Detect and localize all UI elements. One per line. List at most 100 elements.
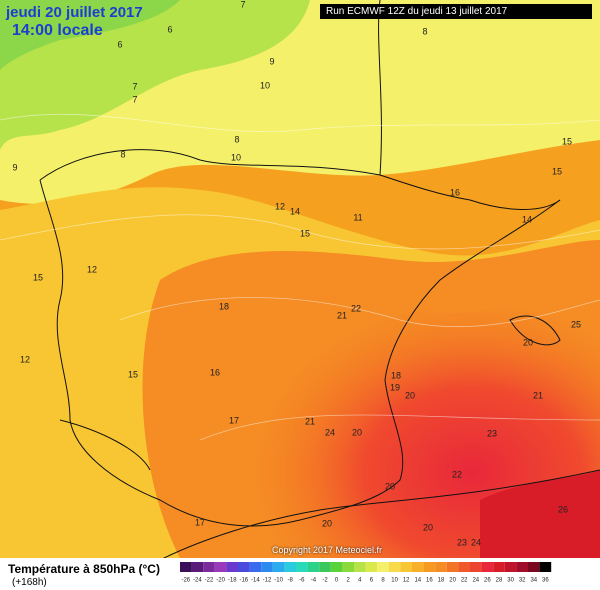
scale-label: 10 [391, 578, 398, 584]
contour-label: 8 [120, 149, 125, 159]
contour-label: 17 [229, 415, 239, 425]
contour-label: 11 [353, 212, 362, 222]
contour-label: 15 [562, 136, 572, 146]
scale-label: -26 [181, 578, 190, 584]
scale-label: 22 [461, 578, 468, 584]
scale-swatch [180, 562, 192, 572]
scale-swatch [354, 562, 366, 572]
scale-swatch [377, 562, 389, 572]
scale-swatch [412, 562, 424, 572]
scale-swatch [203, 562, 215, 572]
scale-swatch [191, 562, 204, 572]
contour-label: 15 [300, 228, 310, 238]
contour-label: 24 [471, 537, 481, 547]
scale-swatch [400, 562, 412, 572]
contour-label: 21 [533, 390, 543, 400]
contour-label: 8 [234, 134, 239, 144]
contour-label: 20 [405, 390, 415, 400]
border-portugal [59, 419, 151, 471]
contour-label: 23 [457, 537, 467, 547]
contour-label: 17 [195, 517, 205, 527]
scale-label: 6 [370, 578, 374, 584]
contour-labels: 7 6 6 9 10 7 7 8 8 8 9 10 15 15 16 12 14 11 14 15 12 15 18 21 22… [12, 0, 581, 547]
scale-label: -4 [311, 578, 317, 584]
contour-label: 18 [391, 370, 401, 380]
contour-label: 21 [305, 416, 315, 426]
scale-label: 28 [496, 578, 503, 584]
map: 7 6 6 9 10 7 7 8 8 8 9 10 15 15 16 12 14 11 14 15 12 15 18 21 22… [0, 0, 600, 558]
contour-label: 14 [290, 206, 300, 216]
contour-label: 20 [423, 522, 433, 532]
contour-label: 19 [390, 382, 400, 392]
scale-label: -12 [263, 578, 272, 584]
coastlines [39, 0, 600, 558]
contour-label: 9 [269, 56, 274, 66]
scale-label: 4 [358, 578, 362, 584]
contour-label: 20 [322, 518, 332, 528]
scale-label: 20 [449, 578, 456, 584]
scale-swatch [214, 562, 227, 572]
iberia-coast [39, 179, 561, 527]
scale-label: 16 [426, 578, 433, 584]
contour-label: 20 [523, 337, 533, 347]
scale-swatch [296, 562, 308, 572]
scale-label: -18 [228, 578, 237, 584]
scale-swatch [307, 562, 320, 572]
scale-label: 34 [530, 578, 537, 584]
contour-label: 10 [231, 152, 241, 162]
color-scale: -26 -24 -22 -20 -18 -16 -14 -12 -10 -8 -6 -4 -2 0 2 4 6 8… [180, 562, 552, 584]
contour-label: 20 [385, 481, 395, 491]
contour-label: 6 [167, 24, 172, 34]
scale-label: -22 [205, 578, 214, 584]
scale-label: 24 [472, 578, 479, 584]
zone-cooler [0, 0, 180, 70]
scale-swatch [249, 562, 262, 572]
contour-label: 15 [552, 166, 562, 176]
contour-label: 12 [275, 201, 285, 211]
scale-label: 8 [381, 578, 385, 584]
contour-label: 21 [337, 310, 347, 320]
scale-label: 26 [484, 578, 491, 584]
contour-label: 24 [325, 427, 335, 437]
scale-label: 30 [507, 578, 514, 584]
scale-swatch [226, 562, 238, 572]
contour-label: 8 [422, 26, 427, 36]
scale-label: -2 [322, 578, 328, 584]
scale-swatch [504, 562, 517, 572]
scale-swatch [493, 562, 505, 572]
contour-label: 14 [522, 214, 532, 224]
baleares [509, 315, 561, 346]
scale-label: 18 [438, 578, 445, 584]
zone-cool [0, 0, 310, 150]
contour-label: 12 [20, 354, 30, 364]
scale-swatch [516, 562, 528, 572]
contour-label: 15 [33, 272, 43, 282]
scale-label: -6 [299, 578, 305, 584]
scale-label: -10 [274, 578, 283, 584]
scale-label: 14 [414, 578, 421, 584]
scale-swatch [319, 562, 331, 572]
scale-swatch [423, 562, 436, 572]
contour-label: 18 [219, 301, 229, 311]
contour-label: 7 [132, 81, 137, 91]
scale-label: -24 [193, 578, 202, 584]
scale-label: -20 [216, 578, 225, 584]
contour-label: 16 [450, 187, 460, 197]
contour-label: 20 [352, 427, 362, 437]
contour-label: 22 [452, 469, 462, 479]
scale-swatch [284, 562, 296, 572]
scale-swatch [470, 562, 482, 572]
scale-swatch [342, 562, 354, 572]
contour-label: 22 [351, 303, 361, 313]
scale-swatch [272, 562, 285, 572]
scale-label: -8 [288, 578, 294, 584]
scale-swatch [330, 562, 343, 572]
scale-label: -16 [239, 578, 248, 584]
scale-label: 0 [335, 578, 339, 584]
scale-label: 36 [542, 578, 549, 584]
contour-label: 7 [132, 94, 137, 104]
scale-swatch [365, 562, 378, 572]
scale-swatch [435, 562, 447, 572]
scale-label: 32 [519, 578, 526, 584]
